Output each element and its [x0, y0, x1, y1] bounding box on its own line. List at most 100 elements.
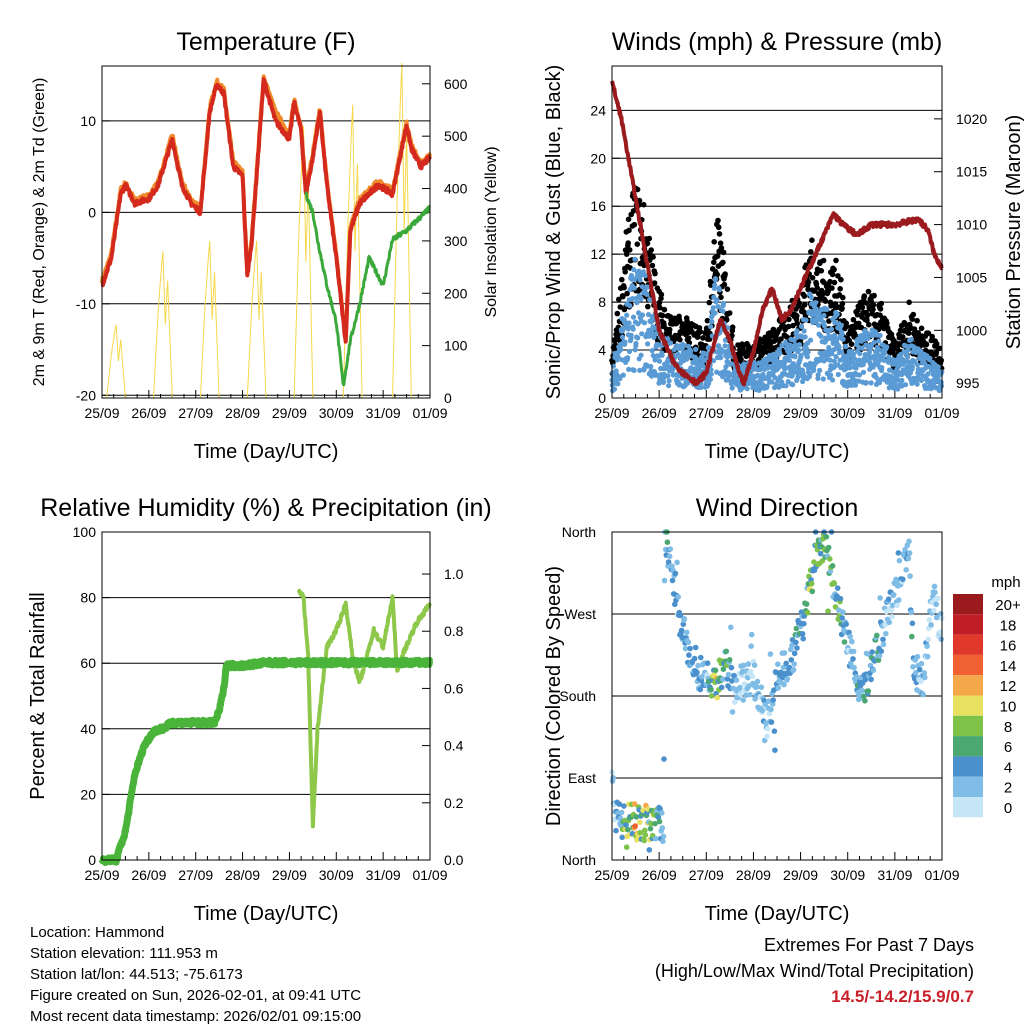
direction-point: [681, 616, 688, 622]
wind-point: [821, 323, 828, 329]
solar-insolation-peak: [106, 324, 126, 399]
wind-point: [873, 374, 879, 380]
direction-point: [768, 706, 774, 713]
direction-point: [875, 657, 882, 663]
y2-tick-label: 500: [444, 128, 468, 144]
gust-point: [661, 322, 667, 329]
gust-point: [914, 317, 920, 324]
gust-point: [722, 271, 728, 277]
direction-point: [931, 607, 937, 614]
direction-point: [678, 627, 685, 634]
wind-point: [648, 363, 654, 370]
direction-point: [652, 820, 658, 827]
gust-point: [645, 303, 651, 310]
legend-swatch: [953, 695, 983, 716]
y-tick-label: North: [562, 524, 596, 540]
direction-point: [799, 631, 806, 637]
gust-point: [870, 306, 876, 313]
direction-point: [938, 636, 944, 642]
direction-point: [933, 601, 939, 608]
direction-point: [920, 691, 926, 698]
direction-point: [926, 617, 933, 623]
direction-point: [789, 642, 795, 649]
y2-tick-label: 0.6: [444, 680, 464, 696]
y2-axis-label: Solar Insolation (Yellow): [483, 146, 500, 317]
wind-point: [905, 354, 911, 360]
direction-point: [896, 597, 902, 603]
gust-point: [711, 259, 717, 266]
wind-point: [842, 379, 848, 385]
wind-point: [632, 256, 638, 262]
wind-point: [796, 347, 802, 353]
gust-point: [630, 208, 637, 214]
direction-point: [641, 837, 647, 844]
x-tick-label: 29/09: [272, 867, 307, 883]
wind-point: [805, 349, 811, 355]
wind-point: [722, 343, 728, 349]
direction-point: [765, 698, 772, 704]
y-axis-label: Sonic/Prop Wind & Gust (Blue, Black): [543, 65, 565, 400]
wind-point: [895, 377, 901, 383]
direction-point: [768, 719, 775, 725]
direction-point: [874, 632, 880, 639]
gust-point: [929, 333, 935, 340]
direction-point: [859, 687, 865, 694]
legend-swatch: [953, 776, 983, 797]
wind-point: [617, 376, 623, 382]
gust-point: [863, 300, 869, 306]
direction-point: [804, 610, 811, 616]
wind-point: [811, 367, 817, 373]
legend-swatch: [953, 634, 983, 655]
legend-swatch: [953, 654, 983, 676]
direction-point: [922, 674, 928, 681]
wind-point: [744, 386, 750, 392]
gust-point: [871, 292, 877, 299]
gust-point: [870, 302, 877, 308]
wind-point: [909, 364, 916, 370]
direction-point: [868, 676, 874, 683]
chart-title: Temperature (F): [176, 28, 355, 56]
direction-point: [625, 826, 631, 833]
wind-point: [631, 267, 637, 273]
wind-point: [801, 328, 807, 334]
legend-label: 20+: [995, 597, 1021, 614]
direction-point: [631, 801, 638, 807]
location: Location: Hammond: [30, 924, 165, 941]
direction-point: [935, 595, 941, 602]
direction-point: [667, 546, 674, 552]
direction-point: [880, 636, 886, 643]
direction-point: [745, 674, 751, 681]
wind-point: [794, 328, 800, 334]
legend-label: 8: [1004, 719, 1012, 736]
direction-point: [808, 580, 815, 587]
y-axis-label: Percent & Total Rainfall: [27, 592, 49, 800]
direction-point: [677, 612, 684, 619]
direction-point: [613, 827, 619, 834]
wind-point: [856, 372, 863, 378]
gust-point: [805, 286, 811, 293]
gust-point: [778, 336, 784, 342]
wind-point: [707, 376, 714, 382]
wind-point: [723, 364, 729, 370]
direction-point: [764, 726, 771, 732]
gust-point: [715, 224, 722, 231]
gust-point: [650, 254, 656, 260]
legend-label: 2: [1004, 780, 1012, 797]
direction-point: [921, 670, 928, 676]
wind-point: [649, 348, 655, 354]
plot-frame: [611, 531, 943, 861]
wind-point: [627, 286, 633, 293]
direction-point: [660, 833, 667, 840]
gust-point: [859, 304, 866, 311]
direction-point: [728, 624, 734, 631]
wind-point: [647, 297, 653, 303]
gust-point: [906, 330, 912, 336]
direction-point: [847, 633, 853, 640]
plot-frame: [611, 65, 943, 399]
direction-point: [740, 697, 746, 703]
wind-point: [708, 367, 714, 373]
direction-point: [882, 622, 888, 628]
legend-swatch: [953, 675, 983, 696]
direction-point: [767, 651, 774, 657]
gust-point: [640, 201, 647, 208]
